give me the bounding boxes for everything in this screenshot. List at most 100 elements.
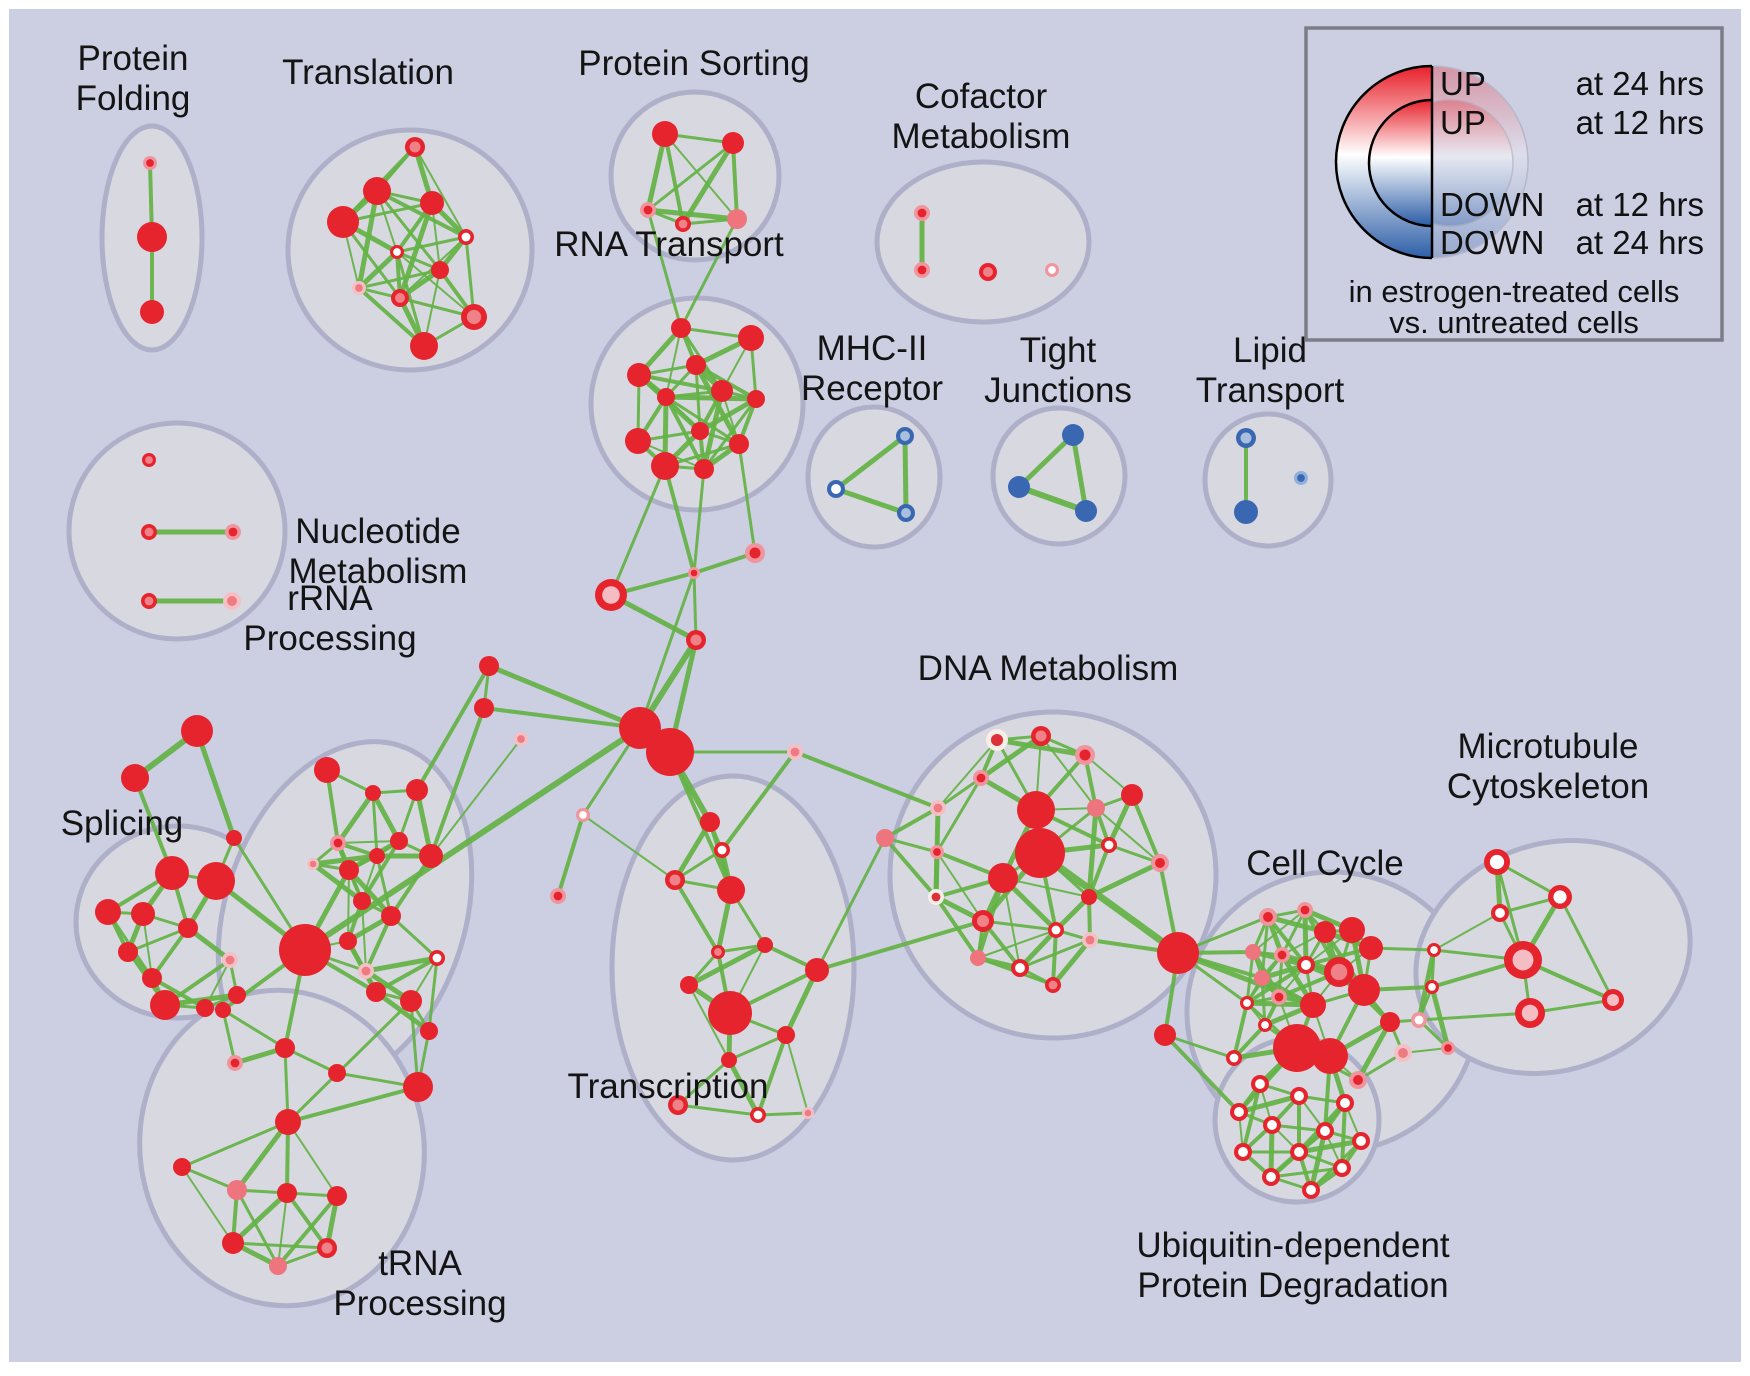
legend-layer: UP at 24 hrs UP at 12 hrs DOWN at 12 hrs DOWN a… (1304, 26, 1724, 342)
edge-bridges (692, 571, 698, 642)
node-translation-8-inner (395, 293, 405, 303)
node-rrna-21-inner (279, 1042, 291, 1054)
legend-direction-2: DOWN (1440, 186, 1544, 223)
node-transcription-10-inner (781, 1030, 791, 1040)
node-cell_cycle-18-inner (1384, 1016, 1396, 1028)
cluster-label-splicing: Splicing (61, 804, 184, 843)
cluster-label-protein_sorting: Protein Sorting (578, 44, 810, 83)
edge-transcription (556, 813, 585, 898)
node-bridges-12-inner (229, 833, 239, 843)
edge-rrna (310, 861, 365, 904)
node-rrna-9-inner (290, 935, 320, 965)
node-rrna-22-inner (332, 1068, 342, 1078)
node-translation-9-inner (466, 309, 482, 325)
edge-microtubule (1433, 912, 1501, 951)
cluster-label-protein_folding: Protein (78, 39, 189, 78)
node-ubiquitin-3-inner (1234, 1107, 1244, 1117)
edge-dna (1086, 805, 1099, 900)
node-rrna-18-inner (409, 1078, 427, 1096)
edge-protein_sorting (646, 141, 735, 212)
node-microtubule-5-inner (1606, 993, 1620, 1007)
node-rrna-15-inner (370, 986, 382, 998)
node-cell_cycle-5-inner (1248, 947, 1258, 957)
cluster-ellipse-mhc (805, 404, 943, 550)
node-ubiquitin-4-inner (1267, 1120, 1277, 1130)
edge-transcription (783, 967, 820, 1038)
node-transcription-11-inner (724, 1055, 734, 1065)
edge-rna_transport (702, 397, 758, 471)
node-nucleotide-0-inner (145, 456, 153, 464)
node-protein_sorting-1-inner (726, 136, 740, 150)
node-ubiquitin-9-inner (1337, 1163, 1347, 1173)
legend-direction-1: UP (1440, 104, 1486, 141)
edge-bridges (638, 571, 696, 730)
edge-dna (936, 851, 984, 922)
node-dna-17-inner (1051, 925, 1061, 935)
node-dna-14-inner (931, 892, 941, 902)
node-dna-19-inner (1015, 963, 1025, 973)
node-transcription-0-inner (579, 811, 587, 819)
link-rna_transport-bridges (737, 442, 757, 555)
node-dna-20-inner (1048, 980, 1058, 990)
node-translation-2-inner (425, 196, 439, 210)
edge-rna_transport (663, 394, 759, 402)
cluster-label-transcription: Transcription (568, 1067, 769, 1106)
cluster-label-cofactor: Metabolism (892, 117, 1071, 156)
link-rna_transport-bridges (609, 464, 667, 597)
node-cell_cycle-2-inner (1318, 925, 1332, 939)
node-rna_transport-1-inner (743, 330, 759, 346)
node-splicing-9-inner (200, 1003, 210, 1013)
cluster-label-ubiquitin: Protein Degradation (1137, 1266, 1448, 1305)
node-transcription-5-inner (760, 940, 770, 950)
node-splicing-5-inner (225, 955, 235, 965)
node-bridges-11-inner (127, 770, 143, 786)
node-dna-21-inner (973, 953, 983, 963)
link-rrna-trna (286, 1085, 420, 1124)
node-rna_transport-10-inner (657, 458, 673, 474)
node-protein_sorting-4-inner (731, 213, 743, 225)
node-protein_folding-2-inner (145, 305, 159, 319)
edge-rrna (427, 956, 439, 1033)
node-protein_folding-0-inner (146, 159, 154, 167)
node-dna-7-inner (880, 833, 890, 843)
node-transcription-1-inner (704, 816, 716, 828)
node-microtubule-8-inner (1414, 1015, 1424, 1025)
edge-cell_cycle (1302, 907, 1309, 968)
cluster-label-nucleotide: Nucleotide (295, 512, 460, 551)
node-rna_transport-11-inner (698, 463, 710, 475)
edge-protein_sorting (664, 133, 738, 220)
node-cell_cycle-12-inner (1305, 997, 1321, 1013)
edge-transcription (676, 1058, 731, 1107)
edge-dna (1130, 793, 1162, 865)
node-ubiquitin-6-inner (1356, 1136, 1366, 1146)
edge-rna_transport (701, 388, 725, 472)
link-protein_sorting-rna_transport (646, 208, 683, 330)
edge-tight (1016, 432, 1076, 490)
node-bridges-8-inner (517, 735, 525, 743)
edge-translation (395, 235, 468, 254)
node-rrna-10-inner (357, 896, 367, 906)
node-cofactor-3-inner (1048, 266, 1056, 274)
node-trna-3-inner (281, 1187, 293, 1199)
node-cell_cycle-0-inner (1263, 912, 1273, 922)
edge-rrna (363, 955, 440, 974)
node-dna-5-inner (1091, 803, 1101, 813)
edge-translation (356, 188, 380, 291)
edge-translation (375, 189, 468, 239)
legend-direction-3: DOWN (1440, 224, 1544, 261)
node-trna-5-inner (226, 1236, 240, 1250)
edge-trna (180, 1120, 290, 1169)
edge-translation (356, 249, 400, 291)
node-transcription-13-inner (753, 1110, 763, 1120)
edge-mhc (833, 433, 908, 492)
node-microtubule-2-inner (1495, 908, 1505, 918)
node-bridges-1-inner (749, 547, 761, 559)
cluster-label-tight: Tight (1020, 331, 1097, 370)
node-splicing-1-inner (205, 870, 227, 892)
node-transcription-15-inner (553, 891, 563, 901)
node-ubiquitin-2-inner (1340, 1098, 1350, 1108)
link-bridges-rrna (415, 664, 491, 792)
node-transcription-7-inner (684, 980, 694, 990)
edge-trna (276, 1194, 339, 1268)
